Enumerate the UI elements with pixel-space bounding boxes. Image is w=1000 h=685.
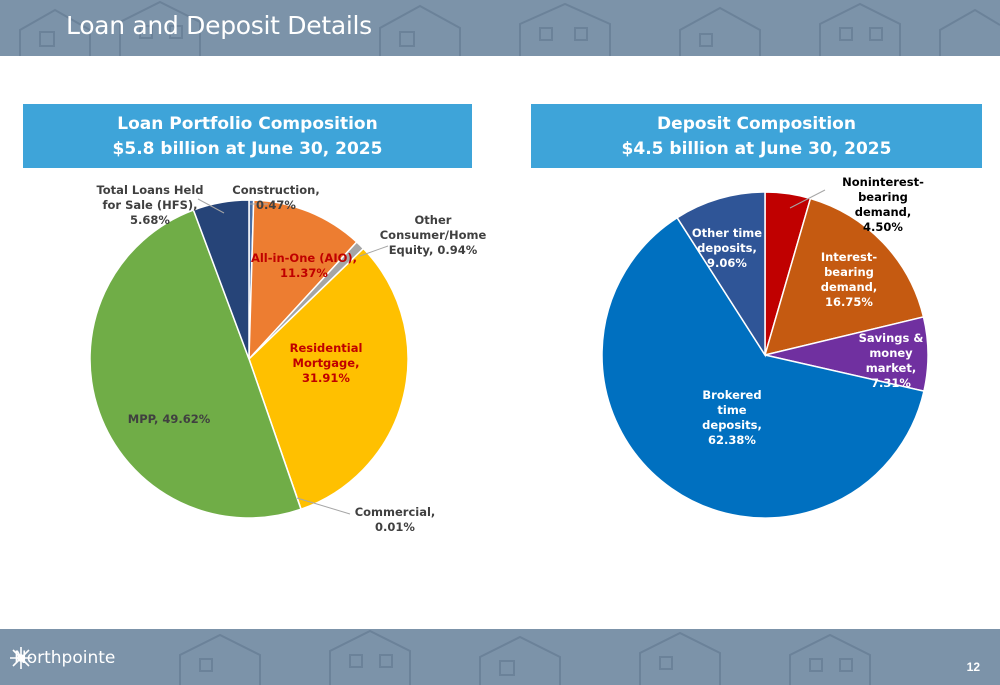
header-banner: Loan and Deposit Details — [0, 0, 1000, 56]
page-number: 12 — [966, 660, 980, 674]
slice-label-savings-money-market: Savings & money market, 7.31% — [859, 331, 924, 390]
slice-label-all-in-one-aio: All-in-One (AIO), 11.37% — [251, 251, 357, 280]
loan-panel-header: Loan Portfolio Composition $5.8 billion … — [23, 104, 472, 168]
pie-slice-brokered-time-deposits — [601, 216, 925, 519]
footer-banner: Northpointe 12 — [0, 629, 1000, 685]
deposit-panel-title: Deposit Composition — [657, 114, 856, 134]
leader-line-total-loans-held-for-sale-hfs — [197, 198, 225, 214]
page-title: Loan and Deposit Details — [66, 11, 372, 40]
slice-label-construction: Construction, 0.47% — [232, 183, 319, 212]
leader-line-noninterest-bearing-demand — [789, 189, 826, 209]
leader-line-commercial — [296, 497, 351, 515]
pie-slice-residential-mortgage — [248, 247, 409, 511]
footer-pattern-decoration — [179, 629, 871, 685]
northpointe-logo: Northpointe — [8, 645, 115, 671]
deposit-panel-header: Deposit Composition $4.5 billion at June… — [531, 104, 982, 168]
slice-label-total-loans-held-for-sale-hfs: Total Loans Held for Sale (HFS), 5.68% — [96, 183, 203, 227]
deposit-panel-subtitle: $4.5 billion at June 30, 2025 — [621, 139, 892, 159]
house-pattern-decoration — [19, 0, 1000, 56]
slice-label-noninterest-bearing-demand: Noninterest-bearing demand, 4.50% — [842, 175, 924, 234]
pie-slice-interest-bearing-demand — [763, 197, 925, 357]
brand-name: Northpointe — [14, 648, 116, 668]
slice-label-other-consumer-home-equity: Other Consumer/Home Equity, 0.94% — [380, 213, 487, 257]
slice-label-mpp: MPP, 49.62% — [128, 412, 211, 426]
compass-snowflake-icon — [10, 647, 32, 669]
loan-panel-title: Loan Portfolio Composition — [117, 114, 378, 134]
slice-label-commercial: Commercial, 0.01% — [355, 505, 436, 534]
slice-label-residential-mortgage: Residential Mortgage, 31.91% — [290, 341, 363, 385]
pie-slice-all-in-one-aio — [248, 199, 358, 361]
loan-panel-subtitle: $5.8 billion at June 30, 2025 — [112, 139, 383, 159]
pie-slice-mpp — [89, 209, 302, 519]
pie-slice-other-time-deposits — [676, 191, 766, 358]
pie-slice-total-loans-held-for-sale-hfs — [192, 199, 250, 360]
leader-line-other-consumer-home-equity — [359, 245, 389, 257]
slice-label-interest-bearing-demand: Interest-bearing demand, 16.75% — [821, 250, 878, 309]
slice-label-brokered-time-deposits: Brokered time deposits, 62.38% — [702, 388, 762, 447]
slice-label-other-time-deposits: Other time deposits, 9.06% — [692, 226, 762, 270]
